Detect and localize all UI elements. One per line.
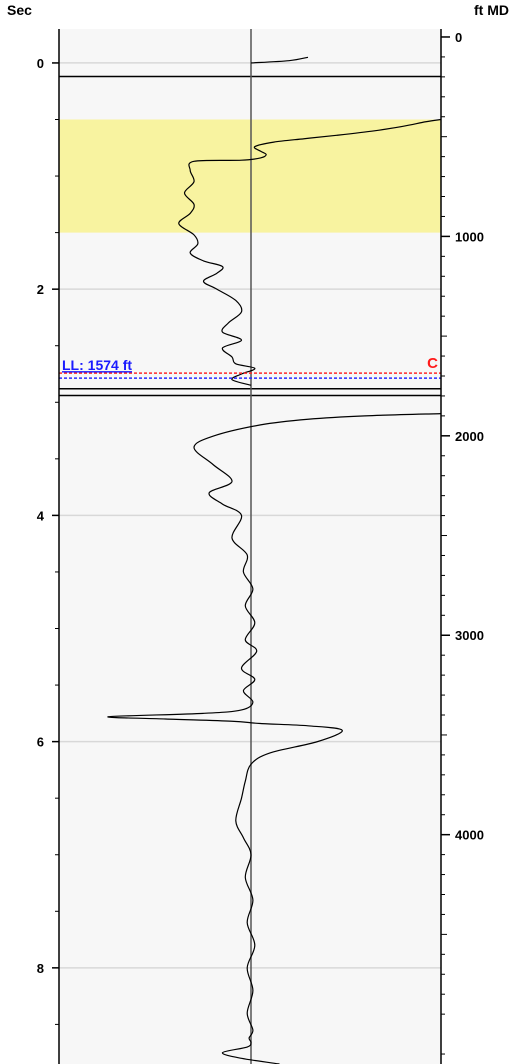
right-axis-unit: ft MD xyxy=(474,2,509,18)
grid-lines xyxy=(59,62,441,969)
right-tick-label: 0 xyxy=(455,30,462,45)
right-tick-label: 3000 xyxy=(455,628,484,643)
left-axis-ticks: 0 2 4 6 8 xyxy=(37,56,59,1025)
right-axis-ticks: 0 1000 2000 3000 4000 xyxy=(441,30,484,1055)
marker-letter: C xyxy=(427,355,438,372)
left-tick-label: 0 xyxy=(37,56,44,71)
left-tick-label: 6 xyxy=(37,735,44,750)
left-axis-unit: Sec xyxy=(7,2,32,18)
left-tick-label: 4 xyxy=(37,508,45,523)
left-tick-label: 8 xyxy=(37,961,44,976)
right-tick-label: 4000 xyxy=(455,828,484,843)
trace-line xyxy=(250,56,309,64)
trace-line xyxy=(178,118,442,386)
trace-line xyxy=(107,412,442,1064)
highlight-zone xyxy=(59,119,441,233)
right-tick-label: 1000 xyxy=(455,229,484,244)
marker-label: LL: 1574 ft xyxy=(62,357,132,373)
left-tick-label: 2 xyxy=(37,282,44,297)
boundary-lines xyxy=(59,75,441,397)
right-tick-label: 2000 xyxy=(455,429,484,444)
trace-group xyxy=(107,56,442,1064)
